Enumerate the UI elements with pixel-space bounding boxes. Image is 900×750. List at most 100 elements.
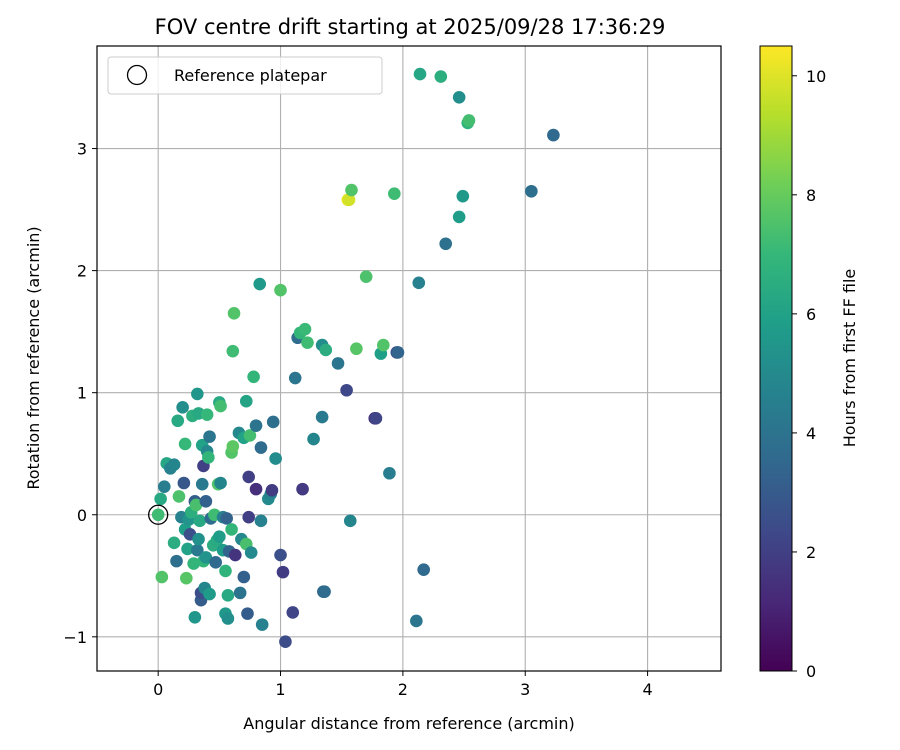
colorbar-ticks: 0 2 4 6 8 10 [792, 67, 826, 681]
legend-marker-open-circle [126, 64, 148, 86]
data-point [188, 610, 202, 624]
x-axis-ticks: 0 1 2 3 4 [153, 671, 653, 699]
data-point [439, 237, 453, 251]
data-point [452, 210, 466, 224]
data-point [233, 586, 247, 600]
data-point [288, 371, 302, 385]
data-point [171, 414, 185, 428]
colorbar [759, 45, 793, 672]
data-point [242, 470, 256, 484]
data-point [249, 419, 263, 432]
data-point [193, 514, 207, 528]
data-point [345, 183, 358, 197]
data-point [170, 554, 183, 568]
data-point [176, 401, 189, 414]
data-point [178, 437, 192, 451]
data-point [221, 589, 235, 602]
data-point [307, 432, 320, 446]
colorbar-tick-label: 8 [806, 186, 816, 205]
colorbar-tick-label: 4 [806, 424, 816, 443]
data-point [189, 498, 203, 512]
data-point [157, 480, 171, 493]
data-point [269, 452, 282, 465]
data-point [413, 67, 427, 81]
data-point [391, 346, 405, 359]
reference-platepar-marker [148, 504, 169, 525]
data-point [369, 412, 383, 425]
data-point [167, 536, 181, 550]
data-point [525, 184, 538, 198]
data-point [547, 128, 560, 142]
data-point [276, 565, 290, 579]
legend-label: Reference platepar [174, 66, 327, 85]
reference-marker [148, 504, 169, 525]
legend: Reference platepar [107, 56, 383, 95]
data-point [177, 476, 191, 490]
data-point [383, 466, 396, 480]
data-point [318, 585, 331, 598]
data-point [462, 114, 476, 127]
data-point [213, 530, 226, 544]
data-point [452, 90, 466, 104]
data-point [167, 458, 181, 472]
data-point [255, 618, 269, 631]
data-point [239, 394, 253, 408]
data-point [195, 477, 209, 491]
data-point [359, 270, 373, 284]
data-point [342, 193, 356, 207]
data-point [279, 635, 292, 649]
colorbar-tick-label: 6 [806, 305, 816, 324]
data-point [191, 543, 204, 557]
data-point [202, 451, 215, 464]
data-point [154, 492, 167, 506]
data-point [225, 523, 238, 536]
data-point [298, 322, 312, 336]
data-point [155, 570, 169, 584]
data-point [434, 70, 448, 83]
x-tick-label: 0 [153, 680, 163, 699]
data-point [187, 557, 200, 570]
data-point [200, 408, 214, 421]
data-point [199, 551, 213, 564]
data-point [221, 612, 235, 625]
x-tick-label: 4 [642, 680, 652, 699]
x-tick-label: 2 [398, 680, 408, 699]
data-point [242, 510, 256, 524]
data-point [315, 410, 329, 424]
data-point [244, 546, 258, 559]
data-point [214, 399, 227, 413]
data-point [254, 441, 268, 454]
data-point [237, 570, 251, 584]
data-point [249, 482, 263, 496]
data-point [203, 430, 216, 443]
data-point [266, 415, 280, 429]
data-point [350, 342, 363, 356]
data-point [456, 189, 470, 203]
data-point [319, 343, 333, 357]
data-point [388, 187, 401, 201]
x-tick-label: 3 [520, 680, 530, 699]
data-point [220, 512, 233, 525]
x-axis-label: Angular distance from reference (arcmin) [243, 714, 574, 733]
colorbar-tick-label: 2 [806, 543, 816, 562]
legend-box [107, 56, 383, 95]
data-point [203, 587, 216, 601]
colorbar-tick-label: 0 [806, 662, 816, 681]
data-point [274, 283, 287, 297]
data-point [226, 344, 240, 358]
y-tick-label: −1 [63, 628, 87, 647]
data-point [377, 338, 390, 352]
data-point [228, 548, 242, 562]
data-point [191, 387, 204, 401]
data-point [241, 607, 254, 620]
data-point [243, 429, 257, 442]
data-point [417, 563, 430, 576]
data-point [247, 370, 260, 384]
data-point [286, 606, 300, 619]
data-point [296, 482, 309, 496]
y-tick-label: 1 [77, 384, 87, 403]
data-point [227, 307, 241, 320]
data-point [274, 548, 287, 562]
data-point [219, 564, 232, 578]
